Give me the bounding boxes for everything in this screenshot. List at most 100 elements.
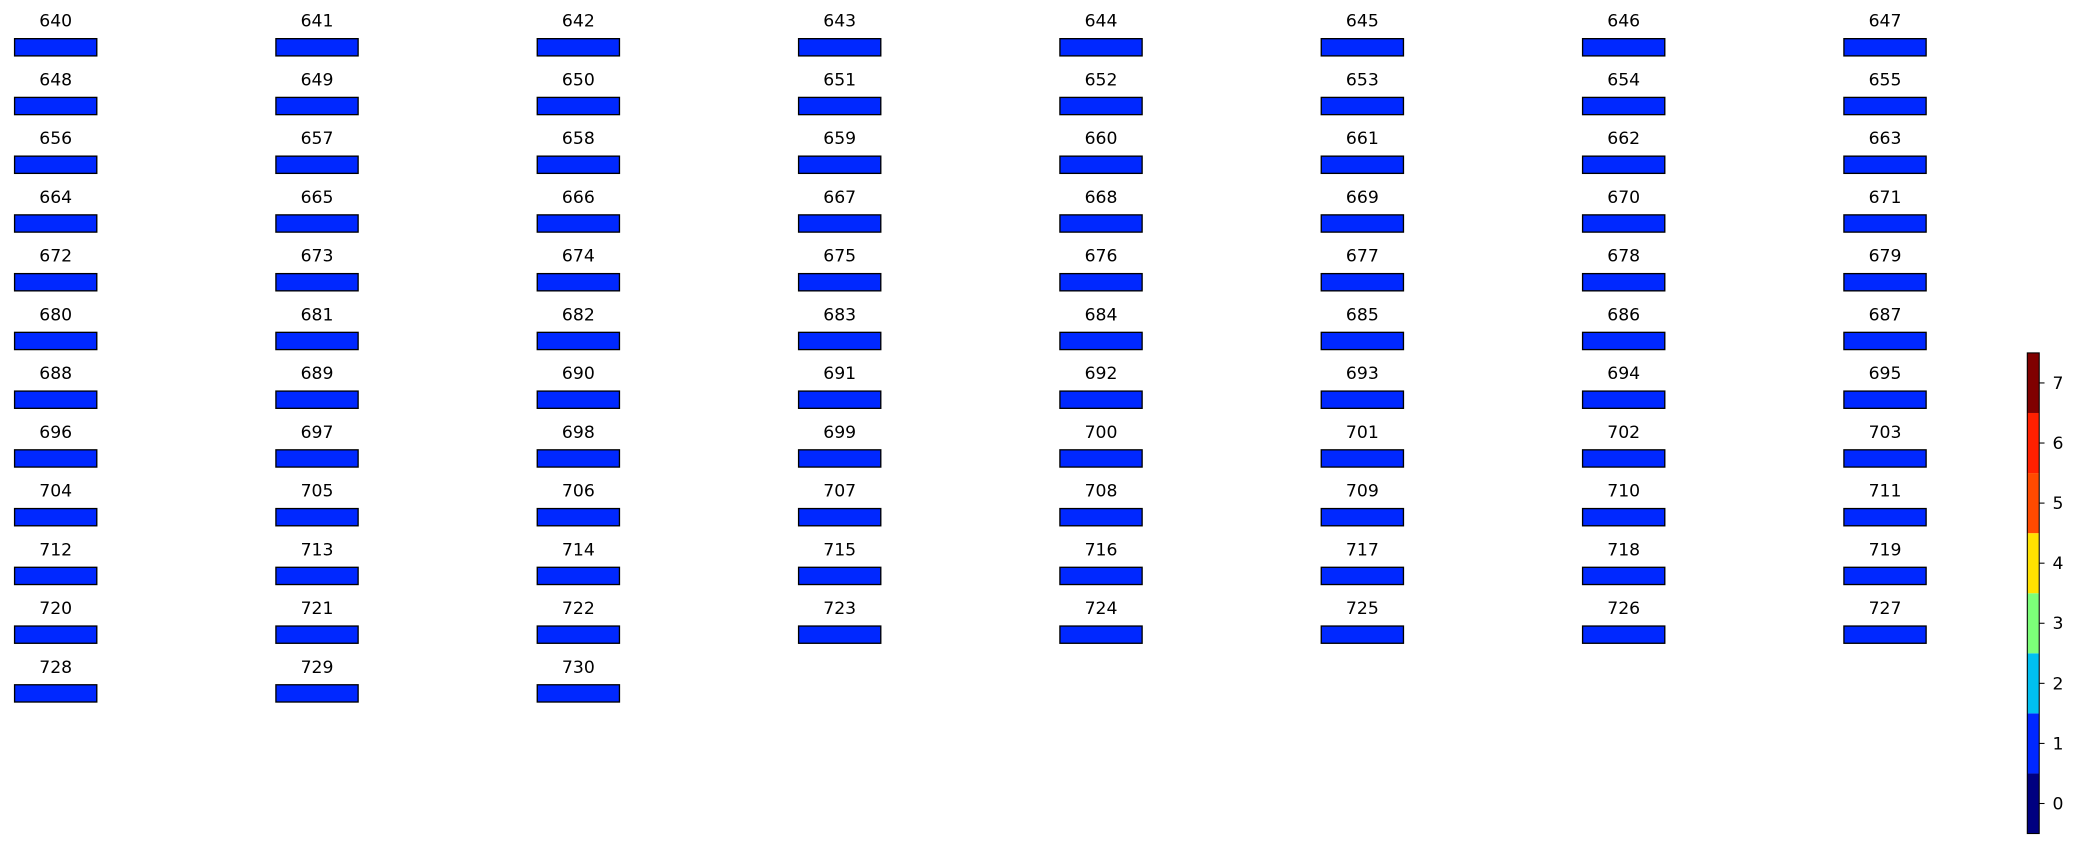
panel-image [13,96,98,116]
panel-title: 645 [1346,12,1379,32]
panel-title: 648 [39,70,72,90]
panel-image [1581,155,1666,175]
panel-image [536,96,621,116]
panel-image [1320,214,1405,233]
panel-title: 720 [39,599,72,619]
colorbar-tick-label: 2 [2052,674,2063,694]
panel-image [275,272,359,292]
colorbar-band [2027,533,2040,594]
panel-image [1059,566,1143,586]
panel-title: 690 [562,364,595,384]
colorbar-frame [2026,352,2040,835]
panel-image [1843,507,1927,527]
panel-image [13,272,98,292]
panel-title: 647 [1869,12,1902,32]
panel-title: 689 [301,364,334,384]
panel-title: 650 [562,70,595,90]
panel-image [536,684,621,703]
panel-image [275,625,359,644]
colorbar-band [2027,773,2040,834]
panel-image [1843,155,1927,175]
panel-title: 719 [1869,540,1902,560]
panel-title: 681 [301,305,334,325]
panel-title: 643 [823,12,856,32]
panel-image [1843,449,1927,468]
panel-title: 652 [1085,70,1118,90]
panel-title: 703 [1869,423,1902,443]
panel-title: 725 [1346,599,1379,619]
panel-image [1059,449,1143,468]
panel-title: 716 [1085,540,1118,560]
panel-image [797,449,882,468]
panel-image [1059,214,1143,233]
panel-image [1581,331,1666,351]
panel-title: 693 [1346,364,1379,384]
panel-image [797,272,882,292]
panel-title: 657 [301,129,334,149]
panel-title: 695 [1869,364,1902,384]
panel-image [1581,507,1666,527]
panel-title: 702 [1607,423,1640,443]
panel-title: 655 [1869,70,1902,90]
panel-title: 644 [1085,12,1118,32]
panel-title: 706 [562,482,595,502]
panel-image [1059,625,1143,644]
panel-title: 658 [562,129,595,149]
colorbar-tick-label: 3 [2052,614,2063,634]
panel-image [797,96,882,116]
panel-image [1059,331,1143,351]
panel-title: 672 [39,247,72,267]
panel-title: 698 [562,423,595,443]
panel-title: 679 [1869,247,1902,267]
panel-image [1320,155,1405,175]
panel-title: 661 [1346,129,1379,149]
panel-image [1320,38,1405,57]
panel-title: 717 [1346,540,1379,560]
panel-image [1581,625,1666,644]
panel-title: 682 [562,305,595,325]
panel-title: 663 [1869,129,1902,149]
colorbar-tick-label: 0 [2052,794,2063,814]
panel-title: 641 [301,12,334,32]
panel-image [13,684,98,703]
panel-image [1581,449,1666,468]
panel-title: 653 [1346,70,1379,90]
panel-title: 651 [823,70,856,90]
panel-image [1059,390,1143,409]
panel-title: 686 [1607,305,1640,325]
panel-title: 670 [1607,188,1640,208]
panel-title: 669 [1346,188,1379,208]
colorbar-tick-label: 6 [2052,434,2063,454]
panel-image [1843,38,1927,57]
panel-image [275,96,359,116]
panel-image [275,390,359,409]
panel-image [275,566,359,586]
panel-image [13,625,98,644]
colorbar-tick-label: 5 [2052,494,2063,514]
panel-title: 684 [1085,305,1118,325]
panel-title: 697 [301,423,334,443]
panel-image [1581,96,1666,116]
panel-title: 673 [301,247,334,267]
panel-image [536,566,621,586]
panel-image [275,449,359,468]
panel-image [536,390,621,409]
panel-image [13,449,98,468]
panel-title: 674 [562,247,595,267]
panel-title: 654 [1607,70,1640,90]
panel-title: 722 [562,599,595,619]
panel-image [1320,331,1405,351]
colorbar-band [2027,713,2040,774]
colorbar-band [2027,352,2040,413]
panel-image [536,449,621,468]
panel-image [1320,390,1405,409]
panel-title: 700 [1085,423,1118,443]
panel-title: 692 [1085,364,1118,384]
panel-image [1059,38,1143,57]
panel-title: 666 [562,188,595,208]
colorbar-band [2027,473,2040,534]
panel-image [1059,507,1143,527]
panel-image [1320,96,1405,116]
panel-image [275,38,359,57]
